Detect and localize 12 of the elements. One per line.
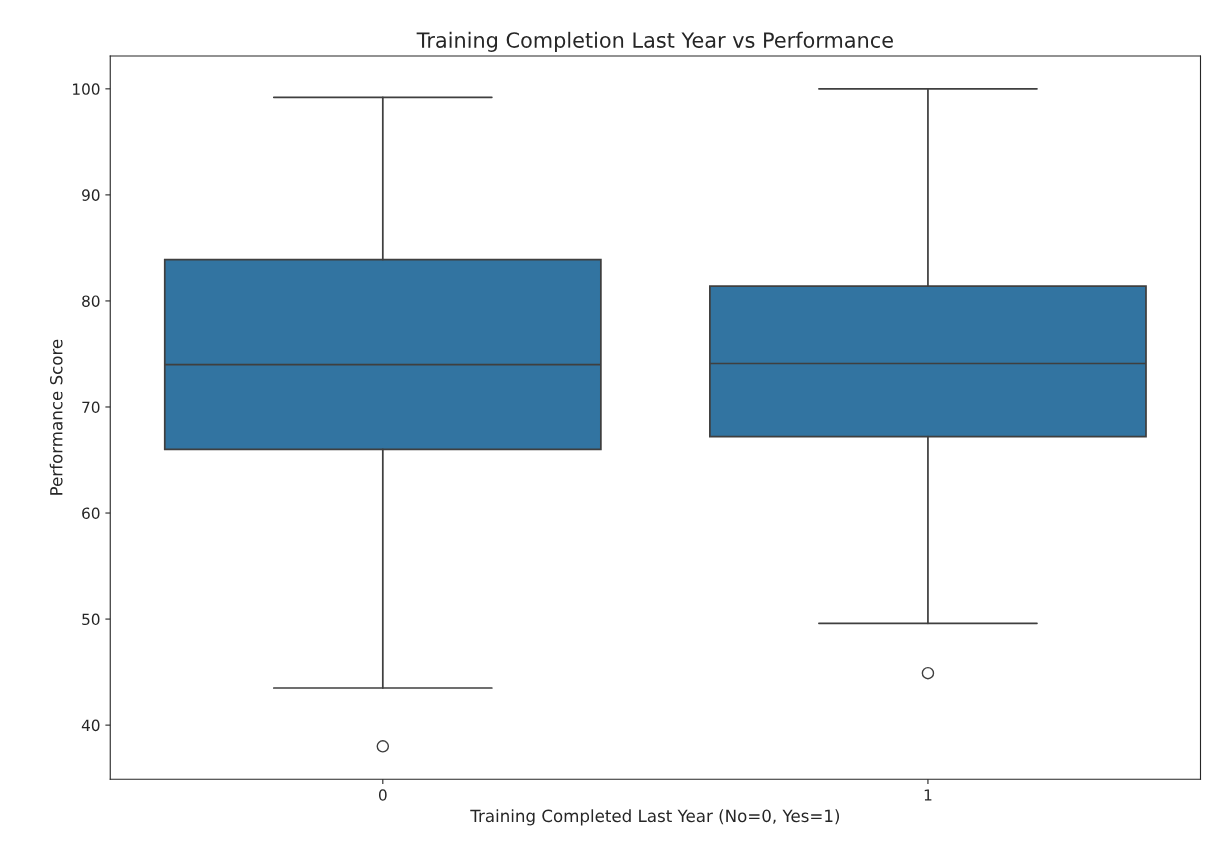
y-tick-label: 90 — [82, 189, 100, 201]
y-tick-label: 60 — [82, 507, 100, 520]
x-tick-label: 1 — [924, 789, 932, 801]
x-tick-label: 0 — [378, 789, 387, 801]
y-tick-label: 80 — [82, 295, 100, 307]
chart-title: Training Completion Last Year vs Performance — [416, 31, 893, 52]
y-axis-title: Performance Score — [49, 339, 63, 495]
y-tick-label: 50 — [82, 613, 100, 626]
y-tick-label: 100 — [73, 83, 100, 95]
y-tick-label: 70 — [82, 401, 100, 413]
y-tick-label: 40 — [81, 719, 100, 732]
x-axis-title: Training Completed Last Year (No=0, Yes=1) — [470, 809, 840, 826]
